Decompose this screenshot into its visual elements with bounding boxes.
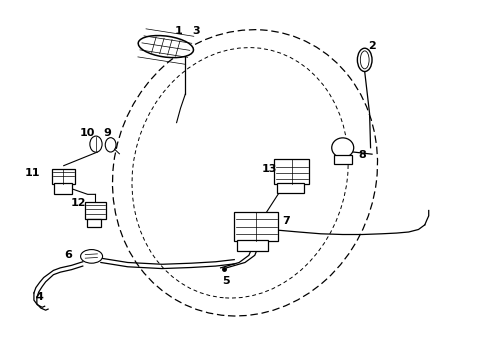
Bar bbox=[334, 155, 351, 164]
Text: 6: 6 bbox=[64, 250, 72, 260]
Text: 11: 11 bbox=[24, 168, 40, 178]
Ellipse shape bbox=[332, 138, 354, 158]
Ellipse shape bbox=[360, 51, 369, 69]
Bar bbox=[52, 169, 75, 184]
Bar bbox=[277, 183, 304, 193]
Bar bbox=[237, 240, 269, 251]
Ellipse shape bbox=[105, 138, 116, 152]
Text: 3: 3 bbox=[193, 26, 200, 36]
Text: 8: 8 bbox=[358, 150, 366, 160]
Ellipse shape bbox=[80, 249, 102, 263]
Text: 2: 2 bbox=[368, 41, 376, 50]
Text: 9: 9 bbox=[103, 129, 111, 138]
Bar bbox=[85, 202, 106, 220]
Ellipse shape bbox=[90, 136, 102, 152]
Text: 10: 10 bbox=[80, 129, 96, 138]
Text: 13: 13 bbox=[262, 164, 277, 174]
Text: 5: 5 bbox=[222, 276, 230, 286]
Ellipse shape bbox=[138, 36, 194, 58]
Text: 7: 7 bbox=[283, 216, 291, 226]
Bar bbox=[87, 219, 101, 227]
Ellipse shape bbox=[357, 48, 372, 72]
Bar bbox=[54, 183, 72, 194]
Text: 1: 1 bbox=[175, 26, 183, 36]
Text: 4: 4 bbox=[36, 292, 44, 302]
Bar bbox=[274, 159, 310, 184]
Text: 12: 12 bbox=[71, 198, 87, 208]
Bar bbox=[234, 212, 278, 241]
